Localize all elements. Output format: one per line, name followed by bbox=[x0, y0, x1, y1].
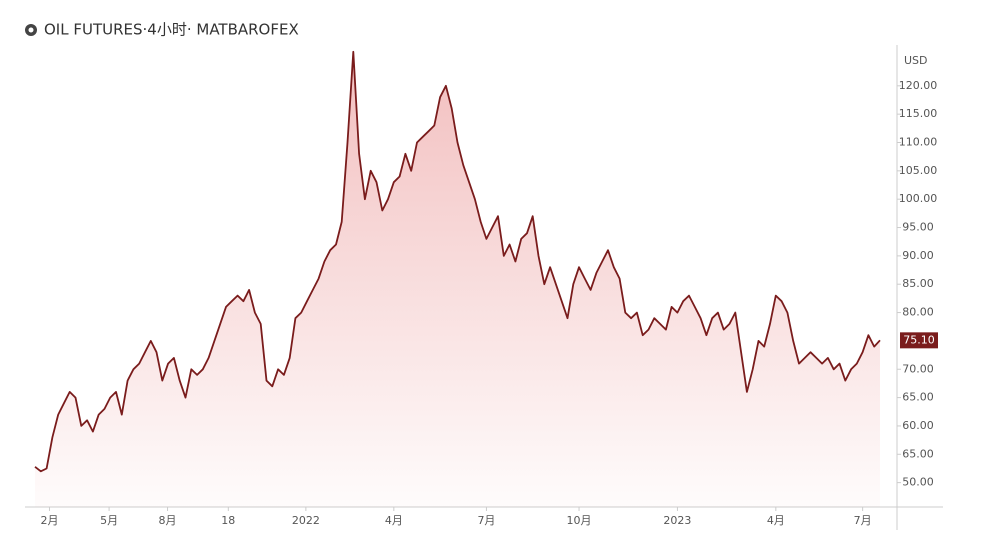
y-tick-label: 65.00 bbox=[902, 391, 934, 404]
y-tick-label: 110.00 bbox=[899, 136, 938, 149]
y-tick-label: 65.00 bbox=[902, 447, 934, 460]
x-tick-label: 4月 bbox=[385, 514, 403, 527]
x-tick-label: 2月 bbox=[40, 514, 58, 527]
y-tick-label: 80.00 bbox=[902, 306, 934, 319]
last-price-box bbox=[900, 332, 938, 349]
y-tick-label: 120.00 bbox=[899, 79, 938, 92]
y-tick-label: 105.00 bbox=[899, 164, 938, 177]
x-tick-label: 18 bbox=[221, 514, 235, 527]
x-tick-label: 7月 bbox=[477, 514, 495, 527]
x-tick-label: 4月 bbox=[767, 514, 785, 527]
x-tick-label: 7月 bbox=[854, 514, 872, 527]
y-tick-label: 90.00 bbox=[902, 249, 934, 262]
x-tick-label: 2023 bbox=[663, 514, 691, 527]
x-tick-label: 5月 bbox=[100, 514, 118, 527]
y-tick-label: 115.00 bbox=[899, 107, 938, 120]
y-tick-label: 50.00 bbox=[902, 476, 934, 489]
x-tick-label: 8月 bbox=[159, 514, 177, 527]
last-price-label: 75.10 bbox=[903, 333, 935, 346]
price-line bbox=[34, 50, 881, 473]
y-tick-label: 85.00 bbox=[902, 277, 934, 290]
area bbox=[35, 51, 880, 508]
chart-title: OIL FUTURES·4小时· MATBAROFEX bbox=[44, 21, 299, 39]
y-tick-label: 100.00 bbox=[899, 192, 938, 205]
x-tick-label: 2022 bbox=[292, 514, 320, 527]
y-tick-label: 60.00 bbox=[902, 419, 934, 432]
y-tick-label: 70.00 bbox=[902, 362, 934, 375]
x-tick-label: 10月 bbox=[567, 514, 592, 527]
y-axis-label: USD bbox=[904, 54, 928, 67]
symbol-icon-dot bbox=[28, 27, 34, 33]
y-tick-label: 95.00 bbox=[902, 221, 934, 234]
